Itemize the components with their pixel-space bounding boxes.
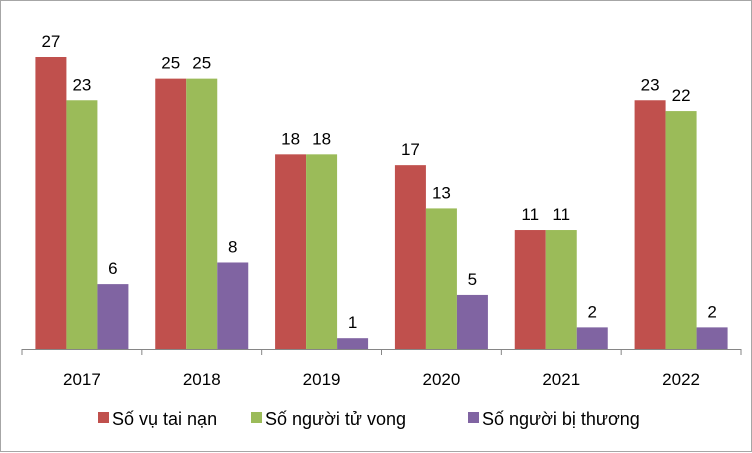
legend-swatch xyxy=(468,412,479,423)
bar xyxy=(665,111,697,350)
bars-group xyxy=(35,57,728,350)
x-tick-label: 2020 xyxy=(423,370,461,389)
legend-item: Số người tử vong xyxy=(251,409,406,429)
bar xyxy=(634,100,666,349)
x-tick-label: 2018 xyxy=(183,370,221,389)
bar xyxy=(186,78,218,349)
bar xyxy=(394,165,426,349)
x-tick-label: 2019 xyxy=(303,370,341,389)
bar xyxy=(66,100,98,349)
data-label: 1 xyxy=(348,313,357,332)
legend-swatch xyxy=(251,412,262,423)
data-label: 25 xyxy=(161,54,180,73)
data-label: 18 xyxy=(312,129,331,148)
bar xyxy=(425,208,457,349)
x-axis-ticks xyxy=(21,349,742,355)
legend: Số vụ tai nạn Số người tử vong Số người bị… xyxy=(98,409,640,429)
data-label: 23 xyxy=(641,75,660,94)
bar xyxy=(545,230,577,349)
legend-label: Số vụ tai nạn xyxy=(112,409,217,429)
data-label: 22 xyxy=(672,86,691,105)
legend-swatch xyxy=(98,412,109,423)
bar xyxy=(576,327,608,349)
data-label: 11 xyxy=(521,205,539,224)
bar xyxy=(696,327,728,349)
data-label: 5 xyxy=(468,270,477,289)
data-label: 11 xyxy=(552,205,570,224)
bar xyxy=(514,230,546,349)
legend-label: Số người tử vong xyxy=(265,409,406,429)
category-labels-group: 2017 2018 2019 2020 2021 2022 xyxy=(63,370,700,389)
data-label: 6 xyxy=(108,259,117,278)
data-label: 13 xyxy=(432,183,451,202)
data-label: 2 xyxy=(588,302,597,321)
data-label: 27 xyxy=(41,32,60,51)
legend-item: Số người bị thương xyxy=(468,409,640,429)
bar xyxy=(306,154,338,349)
bar xyxy=(97,284,129,349)
bar xyxy=(275,154,307,349)
data-label: 17 xyxy=(401,140,420,159)
bar xyxy=(35,57,67,349)
x-tick-label: 2022 xyxy=(662,370,700,389)
data-label: 8 xyxy=(228,237,237,256)
x-tick-label: 2021 xyxy=(542,370,580,389)
data-label: 2 xyxy=(707,302,716,321)
data-label: 25 xyxy=(192,54,211,73)
bar xyxy=(456,294,488,349)
bar xyxy=(337,338,369,349)
legend-item: Số vụ tai nạn xyxy=(98,409,217,429)
data-label: 23 xyxy=(72,75,91,94)
bar xyxy=(155,78,187,349)
x-tick-label: 2017 xyxy=(63,370,101,389)
bar xyxy=(217,262,249,349)
legend-label: Số người bị thương xyxy=(482,409,640,429)
data-label: 18 xyxy=(281,129,300,148)
